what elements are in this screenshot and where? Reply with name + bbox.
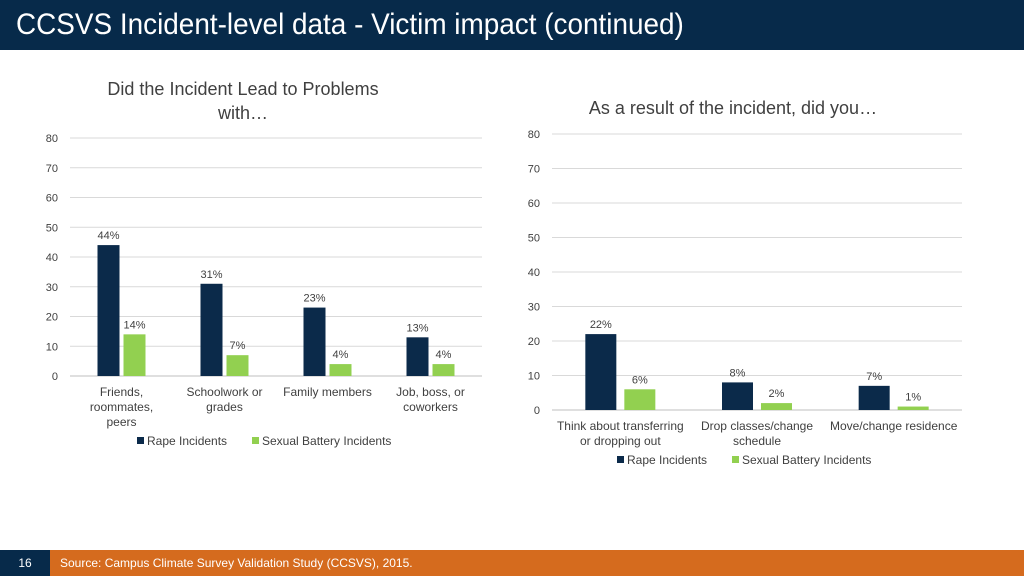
result-y-tick-label: 50 xyxy=(528,233,540,245)
problems-bar-rape xyxy=(200,283,223,376)
result-y-tick-label: 0 xyxy=(534,405,540,417)
result-category-label: schedule xyxy=(733,434,781,448)
result-y-tick-label: 80 xyxy=(528,129,540,141)
result-legend-label: Sexual Battery Incidents xyxy=(742,453,871,467)
problems-legend-label: Sexual Battery Incidents xyxy=(262,434,391,448)
problems-bar-battery xyxy=(432,364,455,376)
result-y-tick-label: 10 xyxy=(528,371,540,383)
problems-category-label: Job, boss, or xyxy=(396,385,465,399)
result-y-tick-label: 40 xyxy=(528,267,540,279)
problems-bar-battery xyxy=(226,355,249,376)
problems-y-tick-label: 80 xyxy=(46,133,58,145)
result-category-label: Think about transferring xyxy=(557,419,684,433)
problems-legend-swatch-rape xyxy=(137,437,144,444)
result-chart-title: As a result of the incident, did you… xyxy=(589,98,877,118)
problems-category-label: roommates, xyxy=(90,400,153,414)
result-y-tick-label: 60 xyxy=(528,198,540,210)
problems-y-tick-label: 0 xyxy=(52,371,58,383)
problems-category-label: Family members xyxy=(283,385,372,399)
problems-data-label: 23% xyxy=(303,293,325,305)
problems-chart-title: Did the Incident Lead to Problems xyxy=(107,79,378,99)
problems-bar-rape xyxy=(303,307,326,376)
problems-data-label: 31% xyxy=(200,269,222,281)
result-data-label: 6% xyxy=(632,374,648,386)
problems-data-label: 4% xyxy=(333,349,349,361)
result-data-label: 22% xyxy=(590,319,612,331)
problems-y-tick-label: 50 xyxy=(46,222,58,234)
problems-category-label: peers xyxy=(106,415,136,429)
source-note: Source: Campus Climate Survey Validation… xyxy=(60,556,413,570)
page-title: CCSVS Incident-level data - Victim impac… xyxy=(16,8,684,41)
result-data-label: 1% xyxy=(905,392,921,404)
problems-data-label: 44% xyxy=(97,230,119,242)
problems-chart-title: with… xyxy=(217,103,268,123)
problems-bar-battery xyxy=(123,334,146,376)
result-legend-swatch-battery xyxy=(732,456,739,463)
result-bar-rape xyxy=(585,334,617,410)
result-bar-battery xyxy=(897,406,929,410)
problems-y-tick-label: 10 xyxy=(46,341,58,353)
problems-y-tick-label: 20 xyxy=(46,312,58,324)
result-y-tick-label: 30 xyxy=(528,302,540,314)
result-legend-label: Rape Incidents xyxy=(627,453,707,467)
result-bar-battery xyxy=(761,403,792,410)
problems-bar-rape xyxy=(406,337,429,376)
problems-data-label: 4% xyxy=(436,349,452,361)
problems-y-tick-label: 40 xyxy=(46,252,58,264)
result-data-label: 8% xyxy=(730,367,746,379)
problems-bar-rape xyxy=(97,245,120,376)
problems-data-label: 13% xyxy=(406,322,428,334)
header-bar: CCSVS Incident-level data - Victim impac… xyxy=(0,0,1024,50)
problems-y-tick-label: 30 xyxy=(46,282,58,294)
result-category-label: Move/change residence xyxy=(830,419,958,433)
result-data-label: 7% xyxy=(866,371,882,383)
result-legend-swatch-rape xyxy=(617,456,624,463)
result-bar-rape xyxy=(722,382,753,410)
footer-bar: 16 Source: Campus Climate Survey Validat… xyxy=(0,550,1024,576)
problems-y-tick-label: 70 xyxy=(46,163,58,175)
page-number: 16 xyxy=(0,550,50,576)
problems-category-label: grades xyxy=(206,400,243,414)
result-y-tick-label: 70 xyxy=(528,164,540,176)
result-data-label: 2% xyxy=(769,388,785,400)
problems-category-label: coworkers xyxy=(403,400,458,414)
problems-data-label: 14% xyxy=(123,319,145,331)
result-y-tick-label: 20 xyxy=(528,336,540,348)
problems-legend-label: Rape Incidents xyxy=(147,434,227,448)
result-category-label: Drop classes/change xyxy=(701,419,813,433)
problems-category-label: Friends, xyxy=(100,385,143,399)
problems-data-label: 7% xyxy=(230,340,246,352)
result-bar-rape xyxy=(858,385,890,410)
result-category-label: or dropping out xyxy=(580,434,661,448)
problems-legend-swatch-battery xyxy=(252,437,259,444)
problems-y-tick-label: 60 xyxy=(46,193,58,205)
problems-bar-battery xyxy=(329,364,352,376)
result-bar-battery xyxy=(624,389,656,410)
problems-category-label: Schoolwork or xyxy=(186,385,262,399)
